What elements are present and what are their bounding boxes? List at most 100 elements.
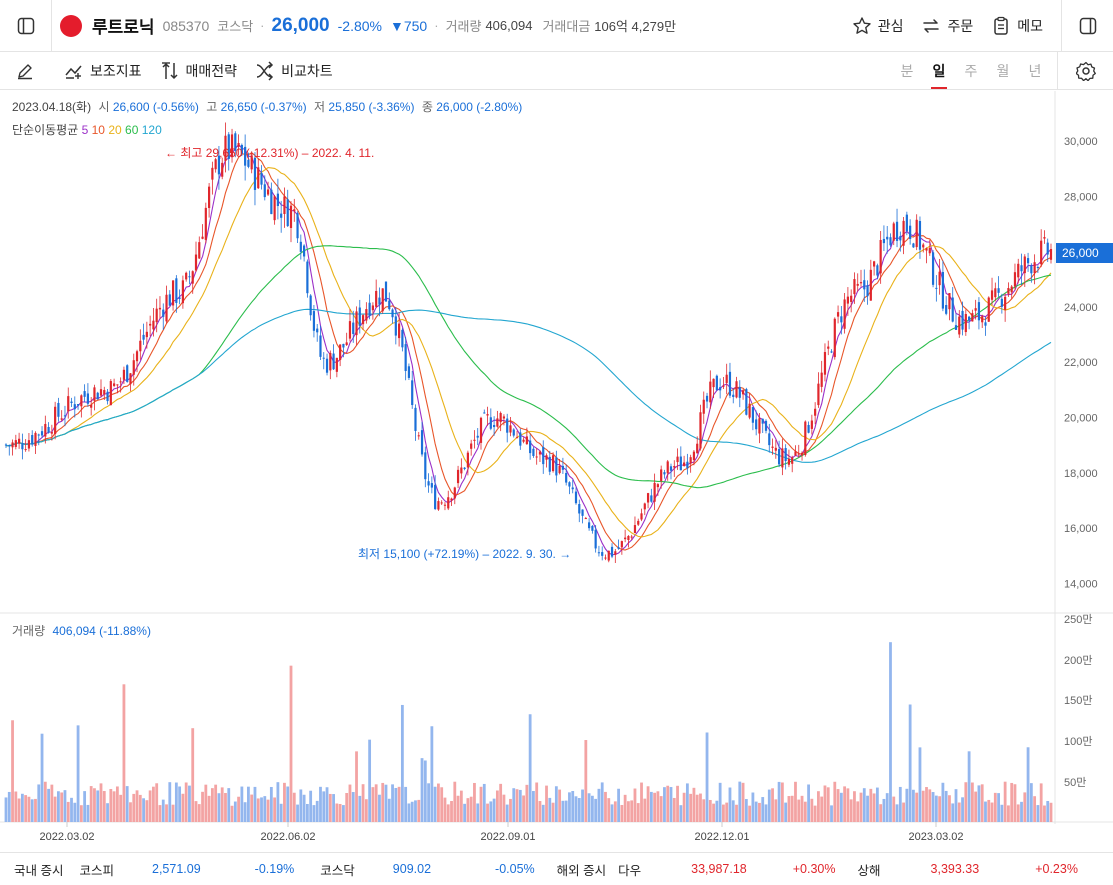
volume-bar [20,793,24,822]
period-day-tab[interactable]: 일 [923,52,955,89]
volume-bar [653,792,657,822]
period-month-tab[interactable]: 월 [996,63,1010,79]
volume-bar [397,786,401,822]
volume-bar [961,797,964,822]
volume-bar [800,795,804,822]
candle-body [836,312,840,317]
volume-bar [728,787,732,822]
chart-settings-button[interactable] [1057,51,1113,90]
candle-body [987,297,990,322]
candle-body [8,445,11,447]
volume-bar [538,801,542,822]
volume-bar [610,804,614,822]
volume-bar [371,787,375,822]
candle-body [954,325,958,330]
order-button[interactable]: 주문 [921,16,973,36]
candle-body [152,320,155,330]
volume-bar [577,797,581,822]
separator: · [260,18,265,33]
volume-bar [748,805,752,822]
stock-header: 루트로닉 085370 코스닥 · 26,000 -2.80% ▼750 · 거… [0,0,1113,52]
volume-bar [849,799,853,822]
kosdaq-label[interactable]: 코스닥 [320,863,355,878]
volume-bar [283,782,286,822]
dow-label[interactable]: 다우 [618,863,642,878]
candle-body [594,529,597,549]
candle-body [555,457,558,476]
candle-body [93,387,96,401]
ma-20: 20 [108,123,122,137]
candle-body [1000,298,1003,307]
volume-bar [659,796,663,822]
volume-bar [43,781,47,822]
candle-body [624,537,627,540]
ma-120: 120 [141,123,162,137]
ohlc-date: 2023.04.18(화) [12,100,92,114]
candle-body [149,323,152,326]
candle-body [116,384,119,386]
indicator-button[interactable]: 보조지표 [64,61,142,81]
ma-60-line [5,245,1052,489]
volume-bar [928,789,932,822]
period-minute-tab[interactable]: 분 [900,63,914,79]
period-week-tab[interactable]: 주 [964,63,978,79]
volume-bar [273,797,277,822]
compare-chart-button[interactable]: 비교차트 [255,60,333,81]
volume-bar [355,751,358,822]
candle-body [456,469,460,484]
volume-bar [430,726,434,822]
volume-bar [584,740,588,822]
volume-axis-label: 250만 [1064,613,1092,626]
volume-bar [564,800,568,822]
volume-bar [944,790,948,822]
candle-body [584,518,587,520]
trading-strategy-button[interactable]: 매매전략 [160,61,237,81]
candle-body [761,418,764,424]
volume-value: 406,094 [485,18,533,33]
candle-body [332,353,335,370]
stock-name[interactable]: 루트로닉 [92,18,155,37]
gear-icon [1075,61,1096,81]
candle-body [565,472,568,483]
candle-body [804,421,807,456]
volume-bar [495,790,499,822]
candle-body [597,552,601,554]
volume-bar [364,799,368,822]
kospi-value: 2,571.09 [152,862,201,876]
stock-chart[interactable]: 30,000 28,000 26,000 24,000 22,000 20,000 18,0… [0,91,1113,851]
price-axis-label: 18,000 [1064,468,1098,480]
volume-bar [931,792,935,822]
volume-bar [240,786,244,822]
volume-bar [417,799,421,822]
shanghai-label[interactable]: 상해 [857,863,881,878]
ma-label: 단순이동평균 [12,123,79,137]
candle-body [57,402,60,417]
volume-bar [305,803,309,822]
drawing-tool-button[interactable] [0,52,50,89]
candle-body [748,403,751,418]
volume-bar [489,801,493,822]
volume-bar [594,798,598,822]
candle-body [106,391,109,402]
candle-body [771,446,774,448]
candle-body [784,448,787,462]
volume-bar [997,793,1000,822]
volume-bar [492,798,496,822]
sidebar-toggle-button[interactable] [0,0,52,51]
candle-body [162,309,165,317]
candle-body [14,440,17,447]
watchlist-button[interactable]: 관심 [852,16,903,36]
low-label: 저 [314,100,326,114]
period-year-tab[interactable]: 년 [1028,63,1042,79]
candle-body [27,440,31,449]
candle-body [129,373,132,385]
compare-icon [256,60,274,81]
candle-body [873,261,876,267]
kospi-label[interactable]: 코스피 [79,863,114,878]
memo-button[interactable]: 메모 [991,16,1043,36]
volume-bar [722,804,725,822]
volume-bar [86,804,90,822]
candle-body [630,536,633,538]
panel-toggle-button[interactable] [1061,0,1113,52]
candle-body [270,189,273,215]
